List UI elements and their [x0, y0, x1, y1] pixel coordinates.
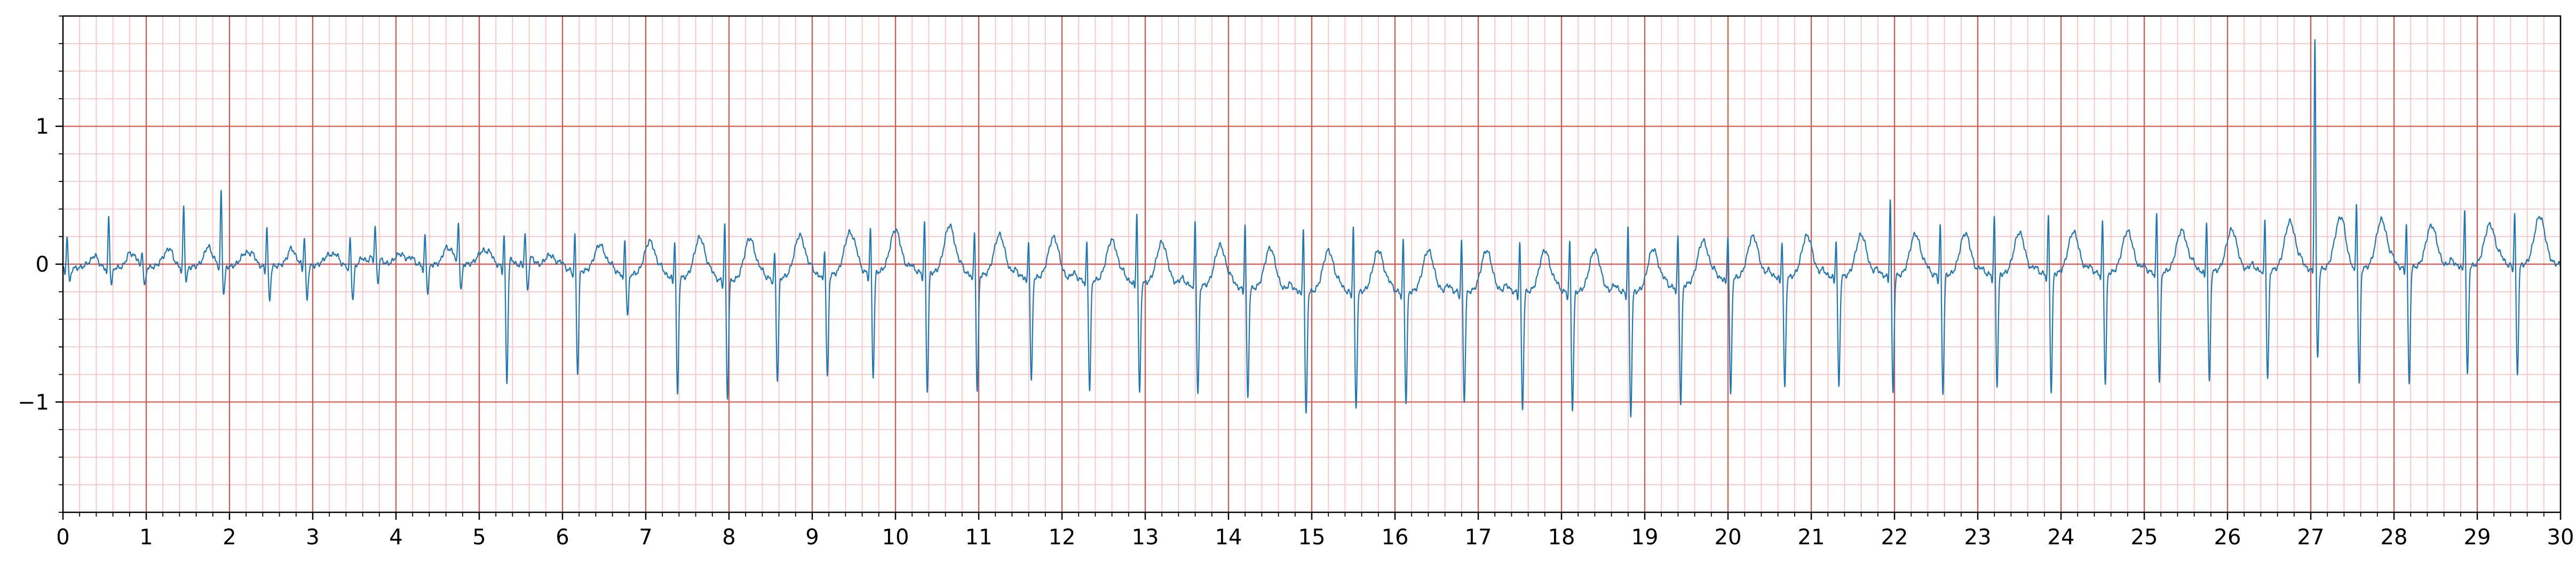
x-tick-label: 22: [1881, 525, 1908, 550]
x-tick-label: 0: [56, 525, 69, 550]
x-tick-label: 5: [472, 525, 486, 550]
x-tick-label: 17: [1465, 525, 1492, 550]
y-tick-label: −1: [18, 390, 49, 415]
x-tick-label: 30: [2547, 525, 2574, 550]
x-tick-label: 6: [556, 525, 569, 550]
x-tick-label: 16: [1382, 525, 1409, 550]
x-tick-label: 4: [389, 525, 402, 550]
x-axis-ticks: [62, 512, 2562, 520]
x-tick-label: 1: [139, 525, 153, 550]
y-tick-label: 0: [36, 252, 49, 277]
x-tick-label: 13: [1132, 525, 1159, 550]
x-tick-label: 2: [223, 525, 236, 550]
x-tick-label: 26: [2214, 525, 2241, 550]
x-tick-label: 27: [2297, 525, 2325, 550]
x-tick-label: 19: [1631, 525, 1659, 550]
y-axis-ticks: [56, 15, 63, 513]
x-tick-label: 7: [639, 525, 652, 550]
x-tick-label: 10: [882, 525, 909, 550]
x-tick-label: 14: [1215, 525, 1242, 550]
x-tick-label: 20: [1715, 525, 1742, 550]
x-tick-label: 8: [722, 525, 735, 550]
x-tick-label: 23: [1964, 525, 1992, 550]
x-axis-tick-labels: 0 1 2 3 4 5 6 7 8 9 10 11 12 13 14 15 16 17 18 19 20 21 22 23 24…: [56, 525, 2574, 550]
y-tick-label: 1: [36, 115, 49, 139]
x-tick-label: 18: [1548, 525, 1575, 550]
x-tick-label: 12: [1049, 525, 1076, 550]
x-tick-label: 3: [306, 525, 319, 550]
x-tick-label: 24: [2048, 525, 2075, 550]
ecg-trace-line: [62, 39, 2562, 418]
x-tick-label: 9: [805, 525, 819, 550]
x-tick-label: 28: [2381, 525, 2408, 550]
x-tick-label: 11: [965, 525, 993, 550]
x-tick-label: 15: [1298, 525, 1326, 550]
x-tick-label: 25: [2131, 525, 2158, 550]
x-tick-label: 29: [2464, 525, 2491, 550]
x-tick-label: 21: [1798, 525, 1825, 550]
y-axis-tick-labels: 1 0 −1: [18, 115, 49, 415]
